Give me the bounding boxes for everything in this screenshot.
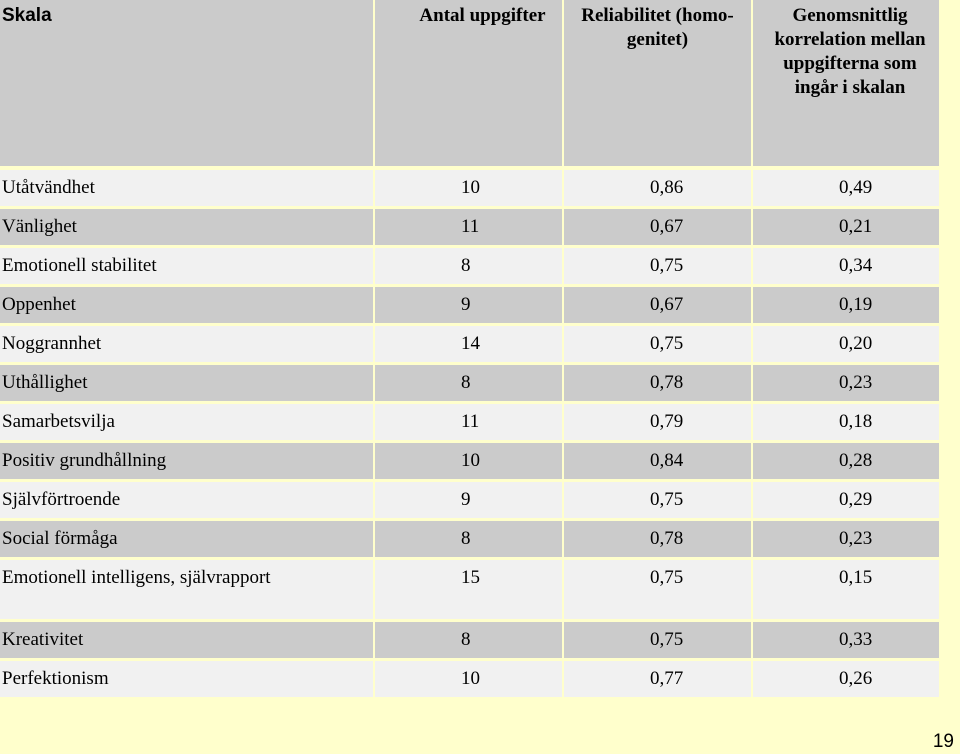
correlation-value: 0,21 xyxy=(753,209,939,245)
scale-name: Emotionell stabilitet xyxy=(0,248,373,284)
scale-name: Emotionell intelligens, självrapport xyxy=(0,560,373,619)
correlation-value: 0,18 xyxy=(753,404,939,440)
table-row: Utåtvändhet 10 0,86 0,49 xyxy=(0,170,940,206)
reliability-value: 0,67 xyxy=(564,209,751,245)
task-count: 10 xyxy=(375,170,562,206)
reliability-value: 0,78 xyxy=(564,365,751,401)
correlation-value: 0,33 xyxy=(753,622,939,658)
correlation-value: 0,15 xyxy=(753,560,939,619)
correlation-value: 0,28 xyxy=(753,443,939,479)
correlation-value: 0,34 xyxy=(753,248,939,284)
header-reliability: Reliabilitet (homo-genitet) xyxy=(564,0,751,166)
correlation-value: 0,29 xyxy=(753,482,939,518)
reliability-value: 0,75 xyxy=(564,326,751,362)
scale-name: Social förmåga xyxy=(0,521,373,557)
reliability-value: 0,77 xyxy=(564,661,751,697)
table-row: Emotionell intelligens, självrapport 15 … xyxy=(0,560,940,619)
correlation-value: 0,26 xyxy=(753,661,939,697)
task-count: 8 xyxy=(375,248,562,284)
table-row: Noggrannhet 14 0,75 0,20 xyxy=(0,326,940,362)
task-count: 9 xyxy=(375,287,562,323)
scale-name: Utåtvändhet xyxy=(0,170,373,206)
task-count: 9 xyxy=(375,482,562,518)
task-count: 14 xyxy=(375,326,562,362)
reliability-value: 0,75 xyxy=(564,622,751,658)
task-count: 10 xyxy=(375,443,562,479)
table-row: Emotionell stabilitet 8 0,75 0,34 xyxy=(0,248,940,284)
table-row: Perfektionism 10 0,77 0,26 xyxy=(0,661,940,697)
task-count: 8 xyxy=(375,521,562,557)
task-count: 15 xyxy=(375,560,562,619)
task-count: 11 xyxy=(375,209,562,245)
table-row: Självförtroende 9 0,75 0,29 xyxy=(0,482,940,518)
reliability-value: 0,86 xyxy=(564,170,751,206)
task-count: 8 xyxy=(375,622,562,658)
table-header-row: Skala Antal uppgifter Reliabilitet (homo… xyxy=(0,0,940,166)
reliability-value: 0,78 xyxy=(564,521,751,557)
correlation-value: 0,23 xyxy=(753,365,939,401)
scale-table: Skala Antal uppgifter Reliabilitet (homo… xyxy=(0,0,940,697)
task-count: 8 xyxy=(375,365,562,401)
scale-name: Noggrannhet xyxy=(0,326,373,362)
reliability-value: 0,79 xyxy=(564,404,751,440)
page-number: 19 xyxy=(932,731,954,752)
scale-name: Uthållighet xyxy=(0,365,373,401)
reliability-value: 0,67 xyxy=(564,287,751,323)
table-row: Vänlighet 11 0,67 0,21 xyxy=(0,209,940,245)
correlation-value: 0,20 xyxy=(753,326,939,362)
table-row: Kreativitet 8 0,75 0,33 xyxy=(0,622,940,658)
scale-name: Positiv grundhållning xyxy=(0,443,373,479)
reliability-value: 0,75 xyxy=(564,482,751,518)
reliability-value: 0,75 xyxy=(564,248,751,284)
reliability-value: 0,75 xyxy=(564,560,751,619)
table-row: Positiv grundhållning 10 0,84 0,28 xyxy=(0,443,940,479)
table-row: Oppenhet 9 0,67 0,19 xyxy=(0,287,940,323)
task-count: 11 xyxy=(375,404,562,440)
task-count: 10 xyxy=(375,661,562,697)
correlation-value: 0,19 xyxy=(753,287,939,323)
scale-name: Oppenhet xyxy=(0,287,373,323)
header-scale: Skala xyxy=(0,0,373,166)
header-count: Antal uppgifter xyxy=(375,0,562,166)
correlation-value: 0,23 xyxy=(753,521,939,557)
scale-name: Självförtroende xyxy=(0,482,373,518)
table-row: Samarbetsvilja 11 0,79 0,18 xyxy=(0,404,940,440)
table-row: Uthållighet 8 0,78 0,23 xyxy=(0,365,940,401)
header-correlation: Genomsnittlig korrelation mellan uppgift… xyxy=(753,0,939,166)
scale-name: Vänlighet xyxy=(0,209,373,245)
table-row: Social förmåga 8 0,78 0,23 xyxy=(0,521,940,557)
scale-name: Samarbetsvilja xyxy=(0,404,373,440)
reliability-value: 0,84 xyxy=(564,443,751,479)
scale-name: Kreativitet xyxy=(0,622,373,658)
scale-name: Perfektionism xyxy=(0,661,373,697)
correlation-value: 0,49 xyxy=(753,170,939,206)
